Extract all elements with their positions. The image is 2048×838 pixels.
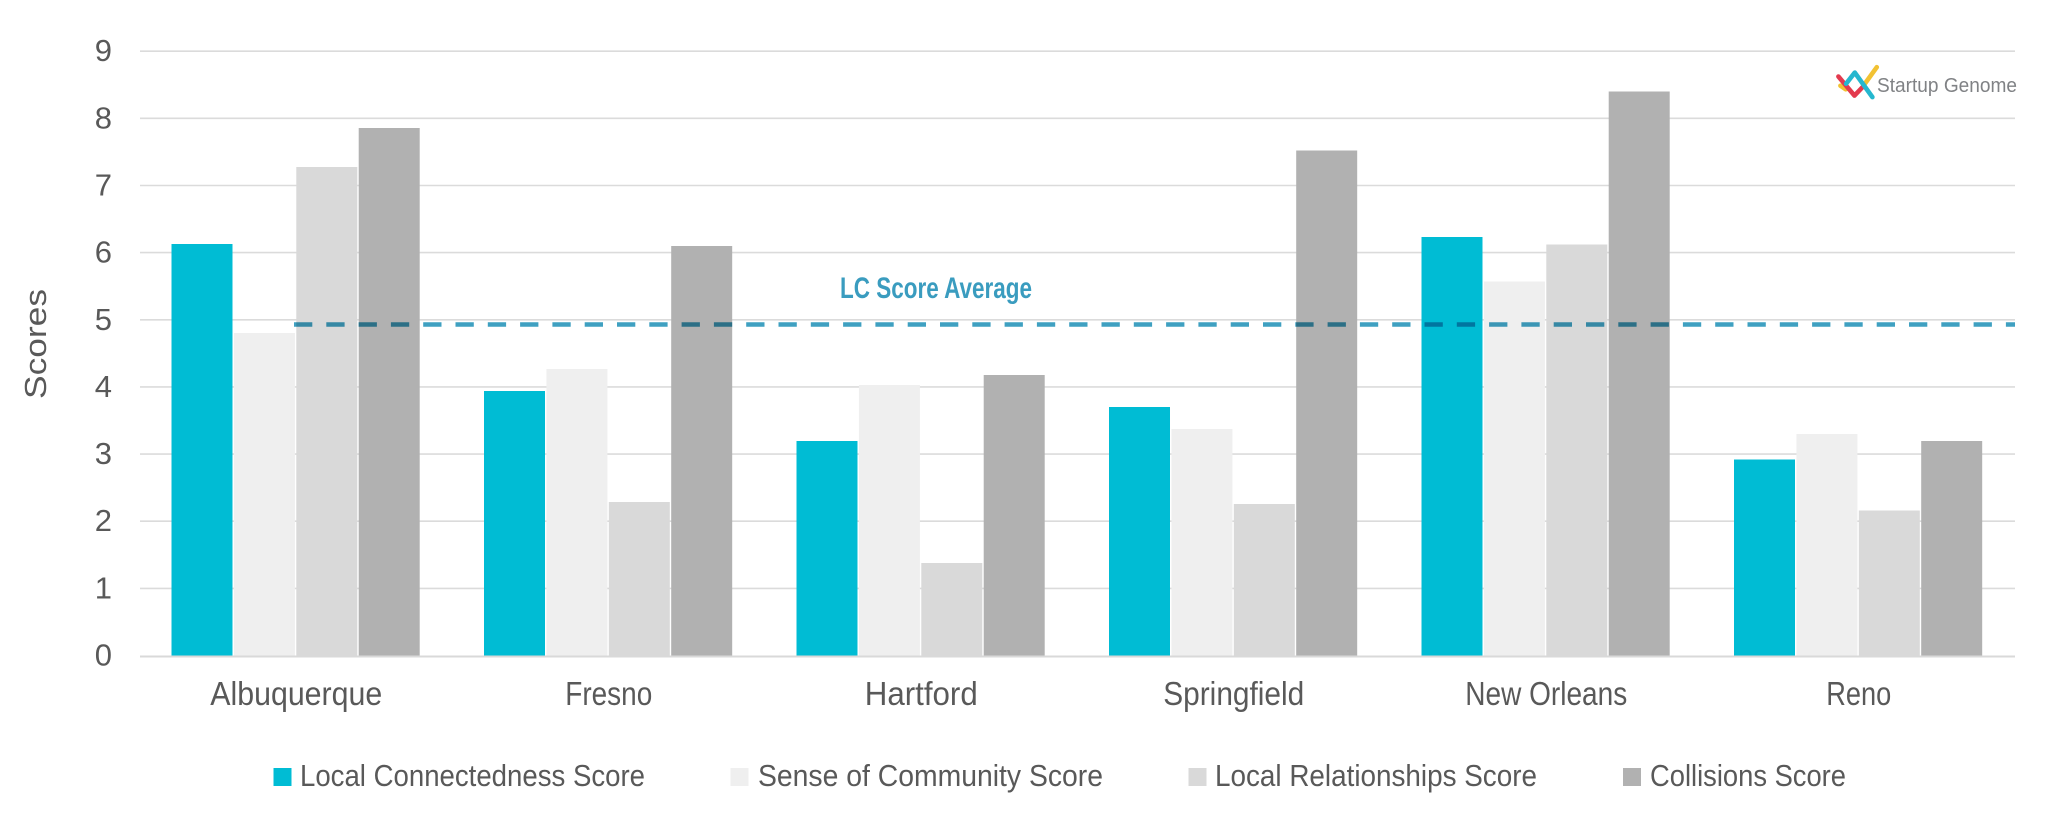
- svg-text:6: 6: [95, 235, 112, 270]
- svg-text:9: 9: [95, 33, 112, 68]
- svg-text:Springfield: Springfield: [1163, 675, 1304, 712]
- svg-text:4: 4: [95, 369, 112, 404]
- svg-text:3: 3: [95, 436, 112, 471]
- svg-text:Fresno: Fresno: [565, 675, 652, 712]
- svg-text:Local Relationships Score: Local Relationships Score: [1215, 758, 1537, 793]
- svg-text:Startup Genome: Startup Genome: [1877, 75, 2017, 97]
- svg-text:Sense of Community Score: Sense of Community Score: [758, 758, 1103, 793]
- svg-text:Local Connectedness Score: Local Connectedness Score: [300, 758, 645, 793]
- svg-text:1: 1: [95, 570, 112, 605]
- svg-text:Collisions Score: Collisions Score: [1650, 758, 1846, 793]
- svg-text:5: 5: [95, 302, 112, 337]
- svg-text:Hartford: Hartford: [865, 675, 978, 712]
- svg-text:2: 2: [95, 503, 112, 538]
- svg-text:Scores: Scores: [18, 289, 53, 399]
- svg-text:8: 8: [95, 100, 112, 135]
- svg-text:7: 7: [95, 167, 112, 202]
- svg-text:New Orleans: New Orleans: [1465, 675, 1627, 712]
- svg-text:LC Score Average: LC Score Average: [840, 272, 1032, 305]
- svg-text:Albuquerque: Albuquerque: [210, 675, 382, 712]
- svg-text:Reno: Reno: [1826, 675, 1891, 712]
- svg-text:0: 0: [95, 638, 112, 673]
